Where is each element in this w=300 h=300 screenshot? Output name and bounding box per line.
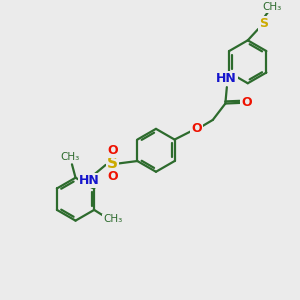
- Text: S: S: [259, 16, 268, 30]
- Text: HN: HN: [216, 72, 237, 85]
- Text: O: O: [107, 170, 118, 183]
- Text: O: O: [107, 143, 118, 157]
- Text: O: O: [241, 96, 252, 110]
- Text: O: O: [191, 122, 202, 135]
- Text: HN: HN: [79, 174, 100, 187]
- Text: CH₃: CH₃: [262, 2, 282, 12]
- Text: S: S: [107, 156, 118, 171]
- Text: CH₃: CH₃: [103, 214, 122, 224]
- Text: CH₃: CH₃: [61, 152, 80, 163]
